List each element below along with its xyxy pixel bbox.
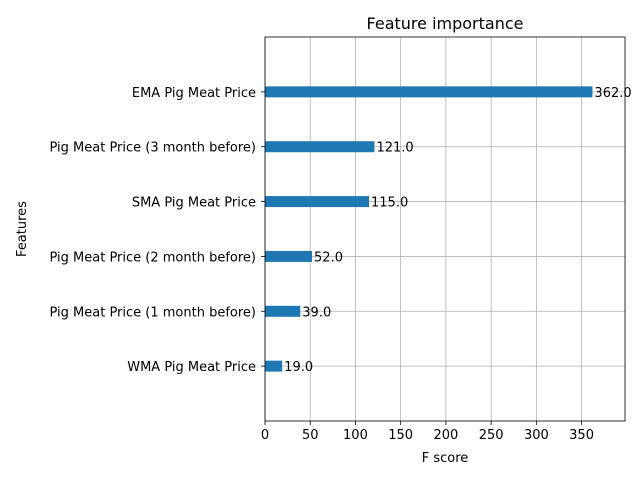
- y-axis-label: Features: [15, 201, 30, 257]
- plot-frame: [264, 36, 626, 422]
- bar: [265, 250, 313, 262]
- x-tick-label: 150: [388, 428, 413, 443]
- chart-title: Feature importance: [367, 14, 524, 33]
- y-tick-label: EMA Pig Meat Price: [132, 86, 256, 101]
- x-tick-label: 50: [302, 428, 319, 443]
- y-tick-label: WMA Pig Meat Price: [127, 360, 256, 375]
- y-tick-label: Pig Meat Price (2 month before): [49, 250, 256, 265]
- x-tick-label: 300: [524, 428, 549, 443]
- label-layer: 362.0 121.0 115.0 52.0 39.0 19.0: [284, 86, 631, 375]
- x-tick-label: 350: [569, 428, 594, 443]
- x-tick-label: 0: [261, 428, 269, 443]
- tick-layer: 0 50 100 150 200 250 300 350 EMA Pig Meat Price P…: [49, 86, 594, 443]
- bar: [265, 141, 375, 153]
- x-tick-label: 100: [343, 428, 368, 443]
- data-label: 115.0: [371, 196, 408, 211]
- bar: [265, 360, 283, 372]
- x-axis-label: F score: [422, 451, 469, 466]
- data-label: 121.0: [376, 141, 413, 156]
- x-tick-label: 250: [479, 428, 504, 443]
- bar: [265, 196, 370, 208]
- bar: [265, 305, 301, 317]
- data-label: 39.0: [302, 305, 331, 320]
- bar-layer: [265, 86, 593, 372]
- y-tick-label: Pig Meat Price (3 month before): [49, 141, 256, 156]
- data-label: 52.0: [314, 250, 343, 265]
- y-tick-label: SMA Pig Meat Price: [132, 196, 256, 211]
- x-tick-label: 200: [433, 428, 458, 443]
- bar: [265, 86, 593, 98]
- y-tick-label: Pig Meat Price (1 month before): [49, 305, 256, 320]
- data-label: 19.0: [284, 360, 313, 375]
- data-label: 362.0: [594, 86, 631, 101]
